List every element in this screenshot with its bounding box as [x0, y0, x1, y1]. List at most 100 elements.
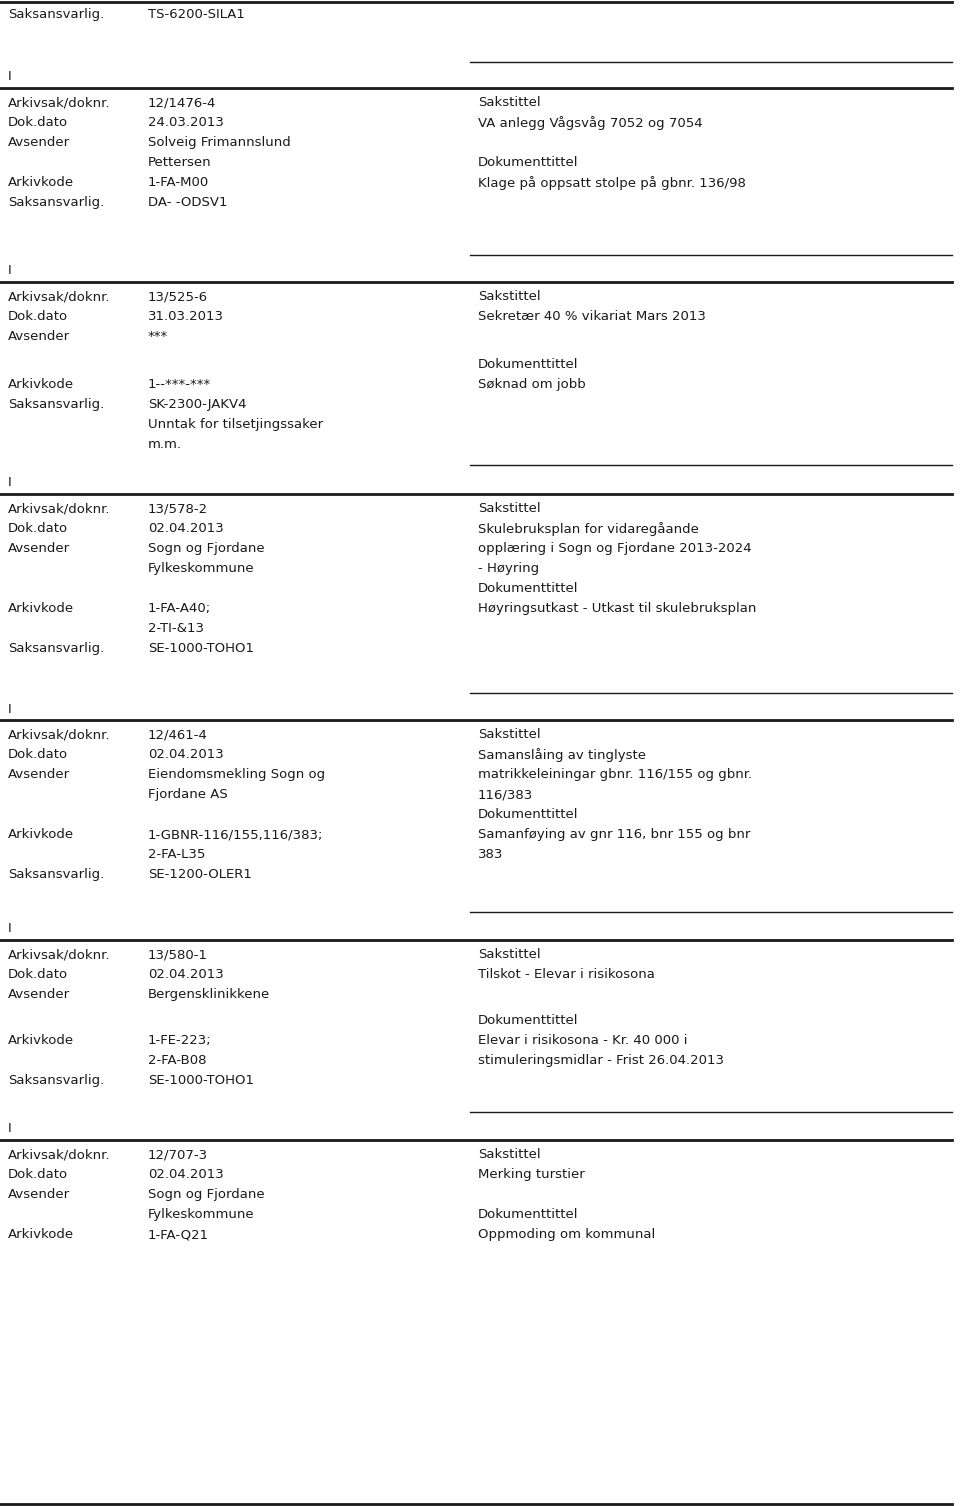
Text: Unntak for tilsetjingssaker: Unntak for tilsetjingssaker: [148, 419, 324, 431]
Text: DA- -ODSV1: DA- -ODSV1: [148, 196, 228, 209]
Text: Pettersen: Pettersen: [148, 157, 211, 169]
Text: Dok.dato: Dok.dato: [8, 116, 68, 130]
Text: matrikkeleiningar gbnr. 116/155 og gbnr.: matrikkeleiningar gbnr. 116/155 og gbnr.: [478, 768, 752, 782]
Text: opplæring i Sogn og Fjordane 2013-2024: opplæring i Sogn og Fjordane 2013-2024: [478, 542, 752, 556]
Text: 1-FE-223;: 1-FE-223;: [148, 1035, 211, 1047]
Text: 2-FA-L35: 2-FA-L35: [148, 848, 205, 861]
Text: Saksansvarlig.: Saksansvarlig.: [8, 8, 105, 21]
Text: Dokumenttittel: Dokumenttittel: [478, 1014, 579, 1027]
Text: Dok.dato: Dok.dato: [8, 968, 68, 980]
Text: SK-2300-JAKV4: SK-2300-JAKV4: [148, 398, 247, 411]
Text: Sakstittel: Sakstittel: [478, 96, 540, 108]
Text: 12/461-4: 12/461-4: [148, 727, 208, 741]
Text: Saksansvarlig.: Saksansvarlig.: [8, 398, 105, 411]
Text: Sakstittel: Sakstittel: [478, 727, 540, 741]
Text: m.m.: m.m.: [148, 438, 182, 450]
Text: Saksansvarlig.: Saksansvarlig.: [8, 196, 105, 209]
Text: Avsender: Avsender: [8, 136, 70, 149]
Text: Sekretær 40 % vikariat Mars 2013: Sekretær 40 % vikariat Mars 2013: [478, 310, 706, 322]
Text: 1--***-***: 1--***-***: [148, 378, 211, 392]
Text: Arkivsak/doknr.: Arkivsak/doknr.: [8, 291, 110, 303]
Text: Fjordane AS: Fjordane AS: [148, 788, 228, 801]
Text: Dok.dato: Dok.dato: [8, 523, 68, 535]
Text: 13/578-2: 13/578-2: [148, 501, 208, 515]
Text: Arkivsak/doknr.: Arkivsak/doknr.: [8, 727, 110, 741]
Text: Arkivkode: Arkivkode: [8, 1035, 74, 1047]
Text: Saksansvarlig.: Saksansvarlig.: [8, 867, 105, 881]
Text: SE-1000-TOHO1: SE-1000-TOHO1: [148, 642, 254, 655]
Text: Arkivsak/doknr.: Arkivsak/doknr.: [8, 1148, 110, 1161]
Text: Sakstittel: Sakstittel: [478, 947, 540, 961]
Text: Dokumenttittel: Dokumenttittel: [478, 1208, 579, 1221]
Text: I: I: [8, 69, 12, 83]
Text: VA anlegg Vågsvåg 7052 og 7054: VA anlegg Vågsvåg 7052 og 7054: [478, 116, 703, 130]
Text: Tilskot - Elevar i risikosona: Tilskot - Elevar i risikosona: [478, 968, 655, 980]
Text: Avsender: Avsender: [8, 330, 70, 343]
Text: 1-FA-Q21: 1-FA-Q21: [148, 1227, 209, 1241]
Text: I: I: [8, 1122, 12, 1136]
Text: Fylkeskommune: Fylkeskommune: [148, 1208, 254, 1221]
Text: Sakstittel: Sakstittel: [478, 1148, 540, 1161]
Text: Klage på oppsatt stolpe på gbnr. 136/98: Klage på oppsatt stolpe på gbnr. 136/98: [478, 176, 746, 190]
Text: I: I: [8, 703, 12, 715]
Text: 24.03.2013: 24.03.2013: [148, 116, 224, 130]
Text: Dok.dato: Dok.dato: [8, 748, 68, 761]
Text: Arkivkode: Arkivkode: [8, 828, 74, 840]
Text: 02.04.2013: 02.04.2013: [148, 968, 224, 980]
Text: Dokumenttittel: Dokumenttittel: [478, 358, 579, 370]
Text: Bergensklinikkene: Bergensklinikkene: [148, 988, 271, 1001]
Text: Avsender: Avsender: [8, 988, 70, 1001]
Text: Elevar i risikosona - Kr. 40 000 i: Elevar i risikosona - Kr. 40 000 i: [478, 1035, 687, 1047]
Text: Skulebruksplan for vidaregåande: Skulebruksplan for vidaregåande: [478, 523, 699, 536]
Text: ***: ***: [148, 330, 168, 343]
Text: Avsender: Avsender: [8, 768, 70, 782]
Text: Saksansvarlig.: Saksansvarlig.: [8, 642, 105, 655]
Text: Arkivsak/doknr.: Arkivsak/doknr.: [8, 96, 110, 108]
Text: 13/580-1: 13/580-1: [148, 947, 208, 961]
Text: 12/1476-4: 12/1476-4: [148, 96, 216, 108]
Text: Dok.dato: Dok.dato: [8, 1169, 68, 1181]
Text: 02.04.2013: 02.04.2013: [148, 1169, 224, 1181]
Text: Saksansvarlig.: Saksansvarlig.: [8, 1074, 105, 1087]
Text: Samanføying av gnr 116, bnr 155 og bnr: Samanføying av gnr 116, bnr 155 og bnr: [478, 828, 751, 840]
Text: 12/707-3: 12/707-3: [148, 1148, 208, 1161]
Text: 2-TI-&13: 2-TI-&13: [148, 622, 204, 636]
Text: Avsender: Avsender: [8, 542, 70, 556]
Text: I: I: [8, 922, 12, 935]
Text: Sakstittel: Sakstittel: [478, 291, 540, 303]
Text: I: I: [8, 476, 12, 489]
Text: Arkivsak/doknr.: Arkivsak/doknr.: [8, 947, 110, 961]
Text: 02.04.2013: 02.04.2013: [148, 748, 224, 761]
Text: Dok.dato: Dok.dato: [8, 310, 68, 322]
Text: 2-FA-B08: 2-FA-B08: [148, 1054, 206, 1066]
Text: Arkivkode: Arkivkode: [8, 378, 74, 392]
Text: 383: 383: [478, 848, 503, 861]
Text: 31.03.2013: 31.03.2013: [148, 310, 224, 322]
Text: Fylkeskommune: Fylkeskommune: [148, 562, 254, 575]
Text: Dokumenttittel: Dokumenttittel: [478, 581, 579, 595]
Text: 1-FA-A40;: 1-FA-A40;: [148, 602, 211, 614]
Text: Dokumenttittel: Dokumenttittel: [478, 809, 579, 821]
Text: Høyringsutkast - Utkast til skulebruksplan: Høyringsutkast - Utkast til skulebrukspl…: [478, 602, 756, 614]
Text: Solveig Frimannslund: Solveig Frimannslund: [148, 136, 291, 149]
Text: Eiendomsmekling Sogn og: Eiendomsmekling Sogn og: [148, 768, 325, 782]
Text: I: I: [8, 264, 12, 277]
Text: SE-1200-OLER1: SE-1200-OLER1: [148, 867, 252, 881]
Text: Merking turstier: Merking turstier: [478, 1169, 585, 1181]
Text: Sogn og Fjordane: Sogn og Fjordane: [148, 1188, 265, 1200]
Text: Oppmoding om kommunal: Oppmoding om kommunal: [478, 1227, 656, 1241]
Text: 1-FA-M00: 1-FA-M00: [148, 176, 209, 188]
Text: Arkivsak/doknr.: Arkivsak/doknr.: [8, 501, 110, 515]
Text: Sogn og Fjordane: Sogn og Fjordane: [148, 542, 265, 556]
Text: 116/383: 116/383: [478, 788, 533, 801]
Text: Arkivkode: Arkivkode: [8, 1227, 74, 1241]
Text: 1-GBNR-116/155,116/383;: 1-GBNR-116/155,116/383;: [148, 828, 324, 840]
Text: Avsender: Avsender: [8, 1188, 70, 1200]
Text: 02.04.2013: 02.04.2013: [148, 523, 224, 535]
Text: 13/525-6: 13/525-6: [148, 291, 208, 303]
Text: Arkivkode: Arkivkode: [8, 176, 74, 188]
Text: stimuleringsmidlar - Frist 26.04.2013: stimuleringsmidlar - Frist 26.04.2013: [478, 1054, 724, 1066]
Text: Samanslåing av tinglyste: Samanslåing av tinglyste: [478, 748, 646, 762]
Text: Dokumenttittel: Dokumenttittel: [478, 157, 579, 169]
Text: TS-6200-SILA1: TS-6200-SILA1: [148, 8, 245, 21]
